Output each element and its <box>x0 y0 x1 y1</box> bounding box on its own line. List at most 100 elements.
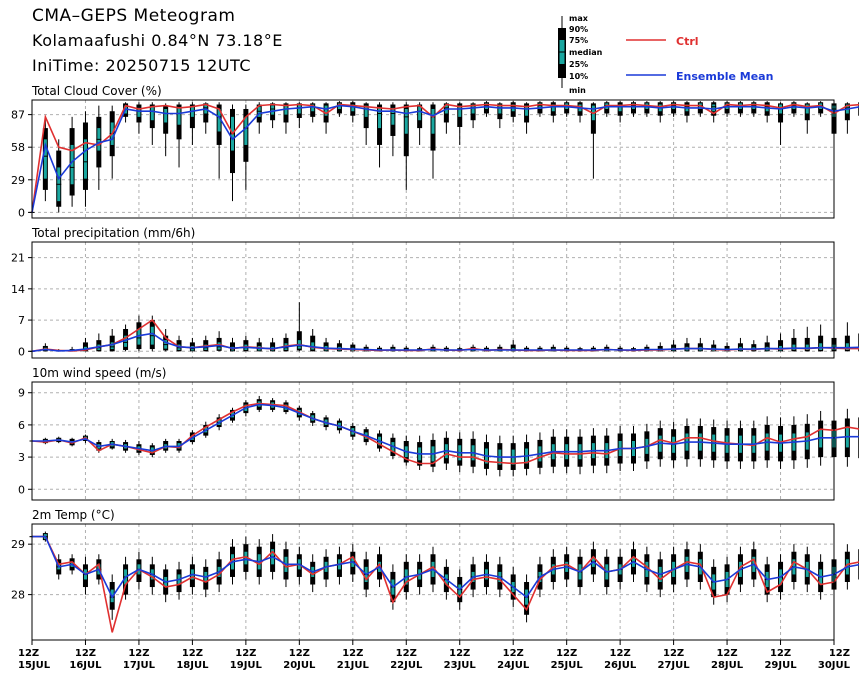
box-10-90 <box>764 342 770 352</box>
box-25-75 <box>351 104 355 112</box>
box-25-75 <box>137 107 141 117</box>
y-tick-label: 29 <box>11 174 25 187</box>
x-tick-label-date: 27JUL <box>658 660 691 671</box>
x-tick-label-date: 25JUL <box>551 660 584 671</box>
ensemble-box <box>189 102 195 145</box>
ensemble-box <box>336 546 342 585</box>
ensemble-box <box>109 105 115 179</box>
x-tick-label-time: 12Z <box>663 648 684 659</box>
ensemble-box <box>109 329 115 352</box>
box-25-75 <box>391 107 395 125</box>
ensemble-box <box>631 101 636 117</box>
ensemble-box <box>283 333 289 352</box>
ensemble-box <box>323 102 329 134</box>
ensemble-box <box>657 101 663 123</box>
box-25-75 <box>418 106 422 121</box>
ensemble-box <box>550 101 556 123</box>
box-10-90 <box>510 344 516 352</box>
ensemble-box <box>270 102 276 129</box>
box-25-75 <box>271 105 275 115</box>
box-25-75 <box>137 329 141 345</box>
box-25-75 <box>471 104 475 114</box>
ensemble-box <box>176 335 182 352</box>
y-tick-label: 21 <box>11 252 25 265</box>
x-tick-label-date: 20JUL <box>283 660 316 671</box>
ensemble-box <box>510 435 516 477</box>
box-25-75 <box>498 104 502 114</box>
ensemble-box <box>336 101 342 117</box>
ensemble-box <box>163 564 169 603</box>
ensemble-box <box>497 435 503 477</box>
y-tick-label: 58 <box>11 141 25 154</box>
box-25-75 <box>311 104 315 112</box>
ensemble-mean-line <box>31 332 859 353</box>
ctrl-line <box>31 103 859 213</box>
box-25-75 <box>805 104 809 114</box>
x-tick-label-time: 12Z <box>556 648 577 659</box>
box-25-75 <box>525 105 529 116</box>
panel-1: Total Cloud Cover (%) 0 29 58 87 <box>11 84 859 219</box>
legend-mean-label: Ensemble Mean <box>676 70 773 83</box>
panel-frame <box>31 381 835 501</box>
box-25-75 <box>431 108 435 134</box>
ensemble-box <box>149 102 155 145</box>
legend: max 90% 75% median 25% 10% min Ctrl Ensemble Mea… <box>558 14 773 95</box>
box-25-75 <box>324 105 328 116</box>
box-25-75 <box>110 342 114 350</box>
x-tick-label-date: 19JUL <box>230 660 263 671</box>
y-tick-label: 28 <box>11 589 25 602</box>
ensemble-box <box>176 102 182 168</box>
box-25-75 <box>792 344 796 350</box>
ensemble-box <box>844 408 850 467</box>
box-10-90 <box>270 342 276 352</box>
x-tick-label-date: 15JUL <box>18 660 51 671</box>
ensemble-box <box>230 104 235 202</box>
location-label: Kolamaafushi 0.84°N 73.18°E <box>32 31 283 50</box>
x-tick-label-time: 12Z <box>449 648 470 659</box>
ensemble-box <box>283 102 289 134</box>
x-tick-label-date: 17JUL <box>123 660 156 671</box>
box-25-75 <box>164 108 168 123</box>
box-25-75 <box>244 116 248 145</box>
y-tick-label: 29 <box>11 538 25 551</box>
legend-box-label: median <box>569 48 603 57</box>
panel-frame <box>31 523 835 641</box>
ensemble-box <box>163 329 169 352</box>
box-10-90 <box>230 342 235 352</box>
box-25-75 <box>404 108 408 134</box>
x-tick-label-date: 23JUL <box>444 660 477 671</box>
box-10-90 <box>778 340 784 352</box>
panel-title: 2m Temp (°C) <box>32 508 115 522</box>
box-25-75 <box>378 107 382 129</box>
ensemble-box <box>417 435 423 470</box>
legend-box-label: 25% <box>569 60 588 69</box>
x-tick-label-date: 24JUL <box>497 660 530 671</box>
ensemble-box <box>163 103 169 157</box>
y-tick-label: 0 <box>18 206 25 219</box>
x-tick-label-date: 16JUL <box>69 660 102 671</box>
legend-box-label: min <box>569 86 586 95</box>
x-tick-label-time: 12Z <box>289 648 310 659</box>
ensemble-mean-line <box>31 104 859 213</box>
x-tick-label-time: 12Z <box>829 648 850 659</box>
x-tick-label-date: 21JUL <box>337 660 370 671</box>
ensemble-box <box>189 337 195 352</box>
ensemble-box <box>296 102 302 129</box>
box-25-75 <box>364 105 368 117</box>
ensemble-box <box>617 101 623 123</box>
x-tick-label-time: 12Z <box>503 648 524 659</box>
y-tick-label: 9 <box>18 387 25 400</box>
ensemble-mean-line <box>32 535 859 599</box>
ensemble-box <box>243 335 249 352</box>
x-tick-label-time: 12Z <box>18 648 39 659</box>
ctrl-line <box>31 319 859 353</box>
ensemble-box <box>256 337 262 352</box>
ensemble-box <box>82 111 88 207</box>
box-25-75 <box>845 343 849 350</box>
panel-title: 10m wind speed (m/s) <box>32 366 166 380</box>
ensemble-box <box>96 105 102 190</box>
panel-4: 2m Temp (°C) 28 29 <box>11 508 859 641</box>
ctrl-line <box>32 535 859 633</box>
box-25-75 <box>124 335 128 347</box>
chart-title: CMA–GEPS Meteogram <box>32 6 236 26</box>
